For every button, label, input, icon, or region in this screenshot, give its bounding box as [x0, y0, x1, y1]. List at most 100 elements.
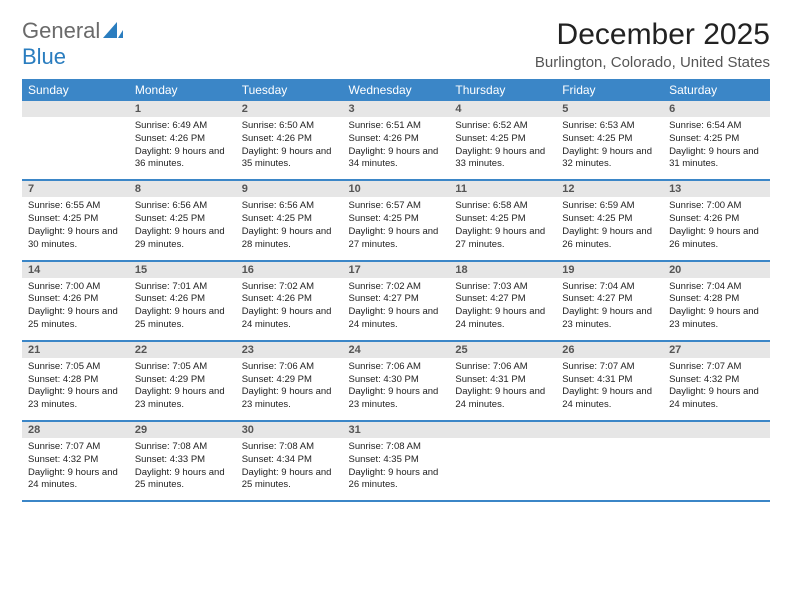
empty-cell [22, 101, 129, 180]
day-cell: 25Sunrise: 7:06 AMSunset: 4:31 PMDayligh… [449, 341, 556, 421]
day-details: Sunrise: 6:52 AMSunset: 4:25 PMDaylight:… [449, 117, 556, 179]
calendar-row: 28Sunrise: 7:07 AMSunset: 4:32 PMDayligh… [22, 421, 770, 501]
day-cell: 29Sunrise: 7:08 AMSunset: 4:33 PMDayligh… [129, 421, 236, 501]
day-cell: 7Sunrise: 6:55 AMSunset: 4:25 PMDaylight… [22, 180, 129, 260]
weekday-header: Friday [556, 79, 663, 101]
day-number: 21 [22, 342, 129, 358]
day-number: 22 [129, 342, 236, 358]
day-number: 27 [663, 342, 770, 358]
day-details: Sunrise: 6:49 AMSunset: 4:26 PMDaylight:… [129, 117, 236, 179]
day-number: 13 [663, 181, 770, 197]
calendar-table: SundayMondayTuesdayWednesdayThursdayFrid… [22, 79, 770, 502]
day-number: 29 [129, 422, 236, 438]
day-details: Sunrise: 6:53 AMSunset: 4:25 PMDaylight:… [556, 117, 663, 179]
day-details: Sunrise: 7:02 AMSunset: 4:26 PMDaylight:… [236, 278, 343, 340]
day-cell: 14Sunrise: 7:00 AMSunset: 4:26 PMDayligh… [22, 261, 129, 341]
day-number: 18 [449, 262, 556, 278]
day-details [663, 438, 770, 494]
day-cell: 19Sunrise: 7:04 AMSunset: 4:27 PMDayligh… [556, 261, 663, 341]
day-cell: 15Sunrise: 7:01 AMSunset: 4:26 PMDayligh… [129, 261, 236, 341]
day-cell: 16Sunrise: 7:02 AMSunset: 4:26 PMDayligh… [236, 261, 343, 341]
month-title: December 2025 [535, 18, 770, 52]
day-number: 9 [236, 181, 343, 197]
day-details [449, 438, 556, 494]
day-cell: 8Sunrise: 6:56 AMSunset: 4:25 PMDaylight… [129, 180, 236, 260]
day-cell: 31Sunrise: 7:08 AMSunset: 4:35 PMDayligh… [343, 421, 450, 501]
day-number: 12 [556, 181, 663, 197]
day-number: 3 [343, 101, 450, 117]
brand-sail-icon [103, 22, 123, 43]
calendar-row: 14Sunrise: 7:00 AMSunset: 4:26 PMDayligh… [22, 261, 770, 341]
day-details: Sunrise: 6:56 AMSunset: 4:25 PMDaylight:… [129, 197, 236, 259]
weekday-header: Thursday [449, 79, 556, 101]
day-details: Sunrise: 7:05 AMSunset: 4:29 PMDaylight:… [129, 358, 236, 420]
day-number: 30 [236, 422, 343, 438]
calendar-row: 1Sunrise: 6:49 AMSunset: 4:26 PMDaylight… [22, 101, 770, 180]
location-text: Burlington, Colorado, United States [535, 54, 770, 71]
day-details [22, 117, 129, 173]
day-cell: 5Sunrise: 6:53 AMSunset: 4:25 PMDaylight… [556, 101, 663, 180]
brand-word-2: Blue [22, 44, 66, 69]
day-details: Sunrise: 7:00 AMSunset: 4:26 PMDaylight:… [22, 278, 129, 340]
day-number: 16 [236, 262, 343, 278]
day-details: Sunrise: 7:06 AMSunset: 4:30 PMDaylight:… [343, 358, 450, 420]
day-cell: 17Sunrise: 7:02 AMSunset: 4:27 PMDayligh… [343, 261, 450, 341]
day-details: Sunrise: 7:08 AMSunset: 4:34 PMDaylight:… [236, 438, 343, 500]
day-cell: 1Sunrise: 6:49 AMSunset: 4:26 PMDaylight… [129, 101, 236, 180]
day-number: 1 [129, 101, 236, 117]
day-details: Sunrise: 6:50 AMSunset: 4:26 PMDaylight:… [236, 117, 343, 179]
day-number: 15 [129, 262, 236, 278]
title-block: December 2025 Burlington, Colorado, Unit… [535, 18, 770, 71]
day-number: 26 [556, 342, 663, 358]
day-cell: 24Sunrise: 7:06 AMSunset: 4:30 PMDayligh… [343, 341, 450, 421]
day-number: 2 [236, 101, 343, 117]
brand-word-1: General [22, 18, 100, 43]
day-number: 24 [343, 342, 450, 358]
day-number [449, 422, 556, 438]
day-cell: 3Sunrise: 6:51 AMSunset: 4:26 PMDaylight… [343, 101, 450, 180]
brand-text: General Blue [22, 18, 123, 70]
day-number: 7 [22, 181, 129, 197]
day-cell: 4Sunrise: 6:52 AMSunset: 4:25 PMDaylight… [449, 101, 556, 180]
weekday-header: Tuesday [236, 79, 343, 101]
day-cell: 20Sunrise: 7:04 AMSunset: 4:28 PMDayligh… [663, 261, 770, 341]
day-number: 28 [22, 422, 129, 438]
day-cell: 9Sunrise: 6:56 AMSunset: 4:25 PMDaylight… [236, 180, 343, 260]
day-cell: 21Sunrise: 7:05 AMSunset: 4:28 PMDayligh… [22, 341, 129, 421]
empty-cell [449, 421, 556, 501]
day-number: 14 [22, 262, 129, 278]
brand-logo: General Blue [22, 18, 123, 70]
empty-cell [556, 421, 663, 501]
day-details: Sunrise: 6:54 AMSunset: 4:25 PMDaylight:… [663, 117, 770, 179]
day-number [663, 422, 770, 438]
day-number: 11 [449, 181, 556, 197]
day-number: 25 [449, 342, 556, 358]
day-number: 6 [663, 101, 770, 117]
weekday-header: Sunday [22, 79, 129, 101]
day-details: Sunrise: 7:02 AMSunset: 4:27 PMDaylight:… [343, 278, 450, 340]
day-details: Sunrise: 7:06 AMSunset: 4:31 PMDaylight:… [449, 358, 556, 420]
day-cell: 22Sunrise: 7:05 AMSunset: 4:29 PMDayligh… [129, 341, 236, 421]
day-details: Sunrise: 7:04 AMSunset: 4:28 PMDaylight:… [663, 278, 770, 340]
day-details: Sunrise: 6:57 AMSunset: 4:25 PMDaylight:… [343, 197, 450, 259]
day-cell: 13Sunrise: 7:00 AMSunset: 4:26 PMDayligh… [663, 180, 770, 260]
weekday-header: Monday [129, 79, 236, 101]
day-details: Sunrise: 6:55 AMSunset: 4:25 PMDaylight:… [22, 197, 129, 259]
day-cell: 18Sunrise: 7:03 AMSunset: 4:27 PMDayligh… [449, 261, 556, 341]
day-cell: 30Sunrise: 7:08 AMSunset: 4:34 PMDayligh… [236, 421, 343, 501]
day-cell: 26Sunrise: 7:07 AMSunset: 4:31 PMDayligh… [556, 341, 663, 421]
day-cell: 2Sunrise: 6:50 AMSunset: 4:26 PMDaylight… [236, 101, 343, 180]
day-details: Sunrise: 6:56 AMSunset: 4:25 PMDaylight:… [236, 197, 343, 259]
day-cell: 6Sunrise: 6:54 AMSunset: 4:25 PMDaylight… [663, 101, 770, 180]
day-number: 23 [236, 342, 343, 358]
day-details: Sunrise: 7:06 AMSunset: 4:29 PMDaylight:… [236, 358, 343, 420]
day-cell: 12Sunrise: 6:59 AMSunset: 4:25 PMDayligh… [556, 180, 663, 260]
day-cell: 28Sunrise: 7:07 AMSunset: 4:32 PMDayligh… [22, 421, 129, 501]
day-details: Sunrise: 6:51 AMSunset: 4:26 PMDaylight:… [343, 117, 450, 179]
day-number: 17 [343, 262, 450, 278]
day-number: 31 [343, 422, 450, 438]
weekday-header-row: SundayMondayTuesdayWednesdayThursdayFrid… [22, 79, 770, 101]
calendar-body: 1Sunrise: 6:49 AMSunset: 4:26 PMDaylight… [22, 101, 770, 501]
day-details: Sunrise: 7:07 AMSunset: 4:31 PMDaylight:… [556, 358, 663, 420]
day-details: Sunrise: 7:07 AMSunset: 4:32 PMDaylight:… [663, 358, 770, 420]
